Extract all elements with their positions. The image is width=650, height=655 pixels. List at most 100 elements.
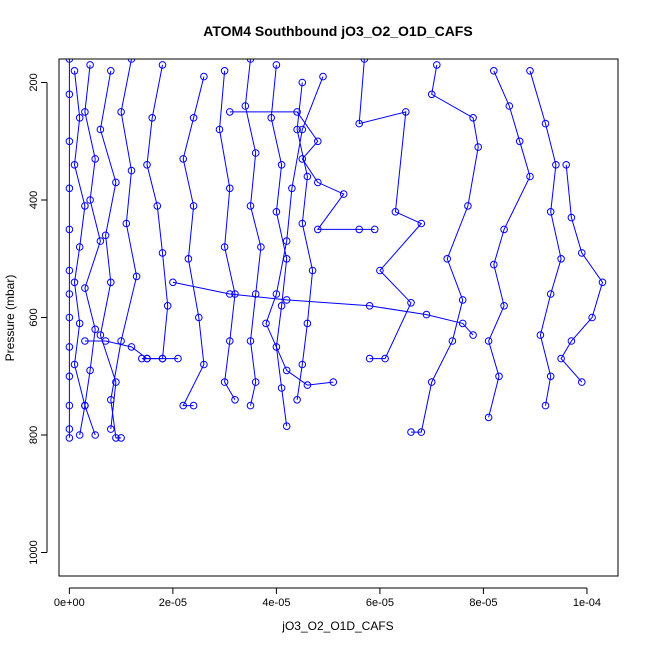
data-point <box>65 343 74 351</box>
data-point <box>484 413 493 422</box>
data-point <box>588 313 596 322</box>
data-point <box>189 202 198 210</box>
data-point <box>339 190 348 198</box>
data-point <box>96 125 105 134</box>
data-point <box>282 237 291 245</box>
data-point <box>578 378 586 386</box>
data-point <box>96 237 105 245</box>
series-group <box>65 59 607 442</box>
data-point <box>272 290 281 298</box>
data-point <box>158 354 167 363</box>
data-point <box>515 137 524 146</box>
y-axis-title: Pressure (mbar) <box>3 275 17 362</box>
data-point <box>70 161 79 169</box>
chart-title: ATOM4 Southbound jO3_O2_O1D_CAFS <box>203 23 472 39</box>
data-point <box>107 67 115 75</box>
data-point <box>184 254 193 263</box>
data-point <box>464 202 472 210</box>
data-point <box>407 428 415 436</box>
data-point <box>546 208 555 216</box>
data-point <box>65 137 74 146</box>
data-point <box>536 331 545 339</box>
x-axis: 0e+00 2e-05 4e-05 6e-05 8e-05 1e-04 <box>54 587 601 609</box>
series-line <box>358 59 423 360</box>
series-line <box>218 70 236 401</box>
data-point <box>314 178 322 187</box>
data-point <box>381 354 389 363</box>
series-line <box>529 70 562 406</box>
data-point <box>220 67 229 75</box>
data-point <box>365 354 374 363</box>
data-point <box>189 401 198 410</box>
data-point <box>500 225 508 234</box>
data-point <box>163 302 172 310</box>
data-point <box>293 125 301 134</box>
y-tick-label: 600 <box>28 308 40 326</box>
data-point <box>96 331 105 339</box>
data-point <box>288 184 296 193</box>
data-point <box>391 208 400 216</box>
data-point <box>65 184 74 193</box>
data-point <box>546 290 555 298</box>
plot-area <box>65 59 607 442</box>
data-point <box>117 108 125 116</box>
y-tick-label: 400 <box>28 191 40 209</box>
data-point <box>65 90 74 99</box>
data-point <box>195 313 203 322</box>
data-point <box>158 249 167 257</box>
data-point <box>402 108 410 116</box>
data-point <box>158 61 167 69</box>
data-point <box>557 254 565 263</box>
x-tick-label: 1e-04 <box>573 597 601 609</box>
data-point <box>541 119 550 128</box>
data-point <box>546 372 555 381</box>
data-point <box>226 290 234 298</box>
data-point <box>417 219 426 228</box>
data-point <box>262 319 270 328</box>
data-point <box>267 114 276 122</box>
data-point <box>112 434 120 442</box>
y-axis: 200 400 600 800 1000 <box>28 73 48 565</box>
data-point <box>526 67 534 75</box>
data-point <box>526 172 534 181</box>
data-point <box>75 431 84 439</box>
series-line <box>270 64 288 427</box>
data-point <box>282 366 291 375</box>
data-point <box>567 337 576 345</box>
data-point <box>303 319 312 328</box>
data-point <box>505 102 514 110</box>
data-point <box>127 166 136 175</box>
series-line <box>110 59 138 439</box>
data-point <box>226 108 234 116</box>
data-point <box>246 337 255 345</box>
data-point <box>215 125 224 134</box>
series-line <box>99 70 117 430</box>
data-point <box>200 72 208 81</box>
data-point <box>562 161 571 169</box>
data-point <box>81 337 89 345</box>
data-point <box>127 343 136 351</box>
data-point <box>578 249 586 257</box>
data-point <box>277 161 286 169</box>
data-point <box>65 425 74 433</box>
series-line <box>244 59 262 406</box>
x-axis-title: jO3_O2_O1D_CAFS <box>281 619 393 633</box>
data-point <box>169 278 177 287</box>
data-point <box>251 149 260 157</box>
series-line <box>172 281 474 336</box>
data-point <box>257 243 265 251</box>
data-point <box>70 360 79 369</box>
series-line <box>265 76 334 386</box>
data-point <box>107 396 115 404</box>
data-point <box>598 278 607 287</box>
data-point <box>112 178 120 187</box>
data-point <box>132 272 141 281</box>
data-point <box>101 231 110 240</box>
series-line <box>488 70 531 418</box>
data-point <box>251 378 260 386</box>
data-point <box>91 325 99 334</box>
data-point <box>282 296 291 304</box>
data-point <box>298 155 307 163</box>
